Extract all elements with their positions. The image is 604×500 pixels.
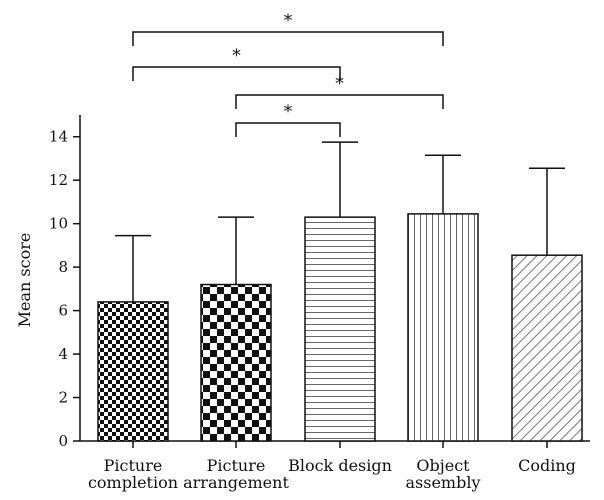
x-tick-label: Object assembly	[406, 456, 481, 492]
y-tick-label: 6	[58, 302, 68, 320]
y-axis-title: Mean score	[15, 233, 34, 328]
y-tick-label: 10	[49, 215, 68, 233]
significance-marker: *	[284, 11, 293, 31]
x-tick-label: Block design	[288, 456, 392, 475]
y-tick-label: 4	[58, 345, 68, 363]
bar	[407, 213, 479, 442]
significance-marker: *	[335, 74, 344, 94]
y-tick-label: 14	[49, 128, 68, 146]
significance-bracket	[235, 122, 341, 137]
x-tick-label-line: arrangement	[183, 473, 289, 492]
y-tick-label: 2	[58, 389, 68, 407]
x-tick-label-line: assembly	[406, 473, 481, 492]
bar	[304, 216, 376, 442]
x-tick-label-line: Picture	[104, 456, 163, 475]
bar	[200, 283, 272, 442]
x-tick-label-line: Coding	[518, 456, 576, 475]
significance-bracket	[132, 66, 341, 81]
x-tick-label-line: Picture	[207, 456, 266, 475]
x-tick-label: Coding	[518, 456, 576, 475]
significance-bracket	[235, 94, 444, 109]
significance-bracket	[132, 31, 444, 46]
x-tick-label-line: completion	[88, 473, 178, 492]
y-tick-label: 8	[58, 258, 68, 276]
bar	[97, 301, 169, 442]
x-tick-label: Picture completion	[88, 456, 178, 492]
x-tick-label-line: Object	[416, 456, 470, 475]
bar	[511, 254, 583, 442]
x-tick-label-line: Block design	[288, 456, 392, 475]
significance-marker: *	[284, 102, 293, 122]
y-tick-label: 12	[49, 171, 68, 189]
y-tick-label: 0	[58, 432, 68, 450]
significance-marker: *	[232, 46, 241, 66]
x-tick-label: Picture arrangement	[183, 456, 289, 492]
